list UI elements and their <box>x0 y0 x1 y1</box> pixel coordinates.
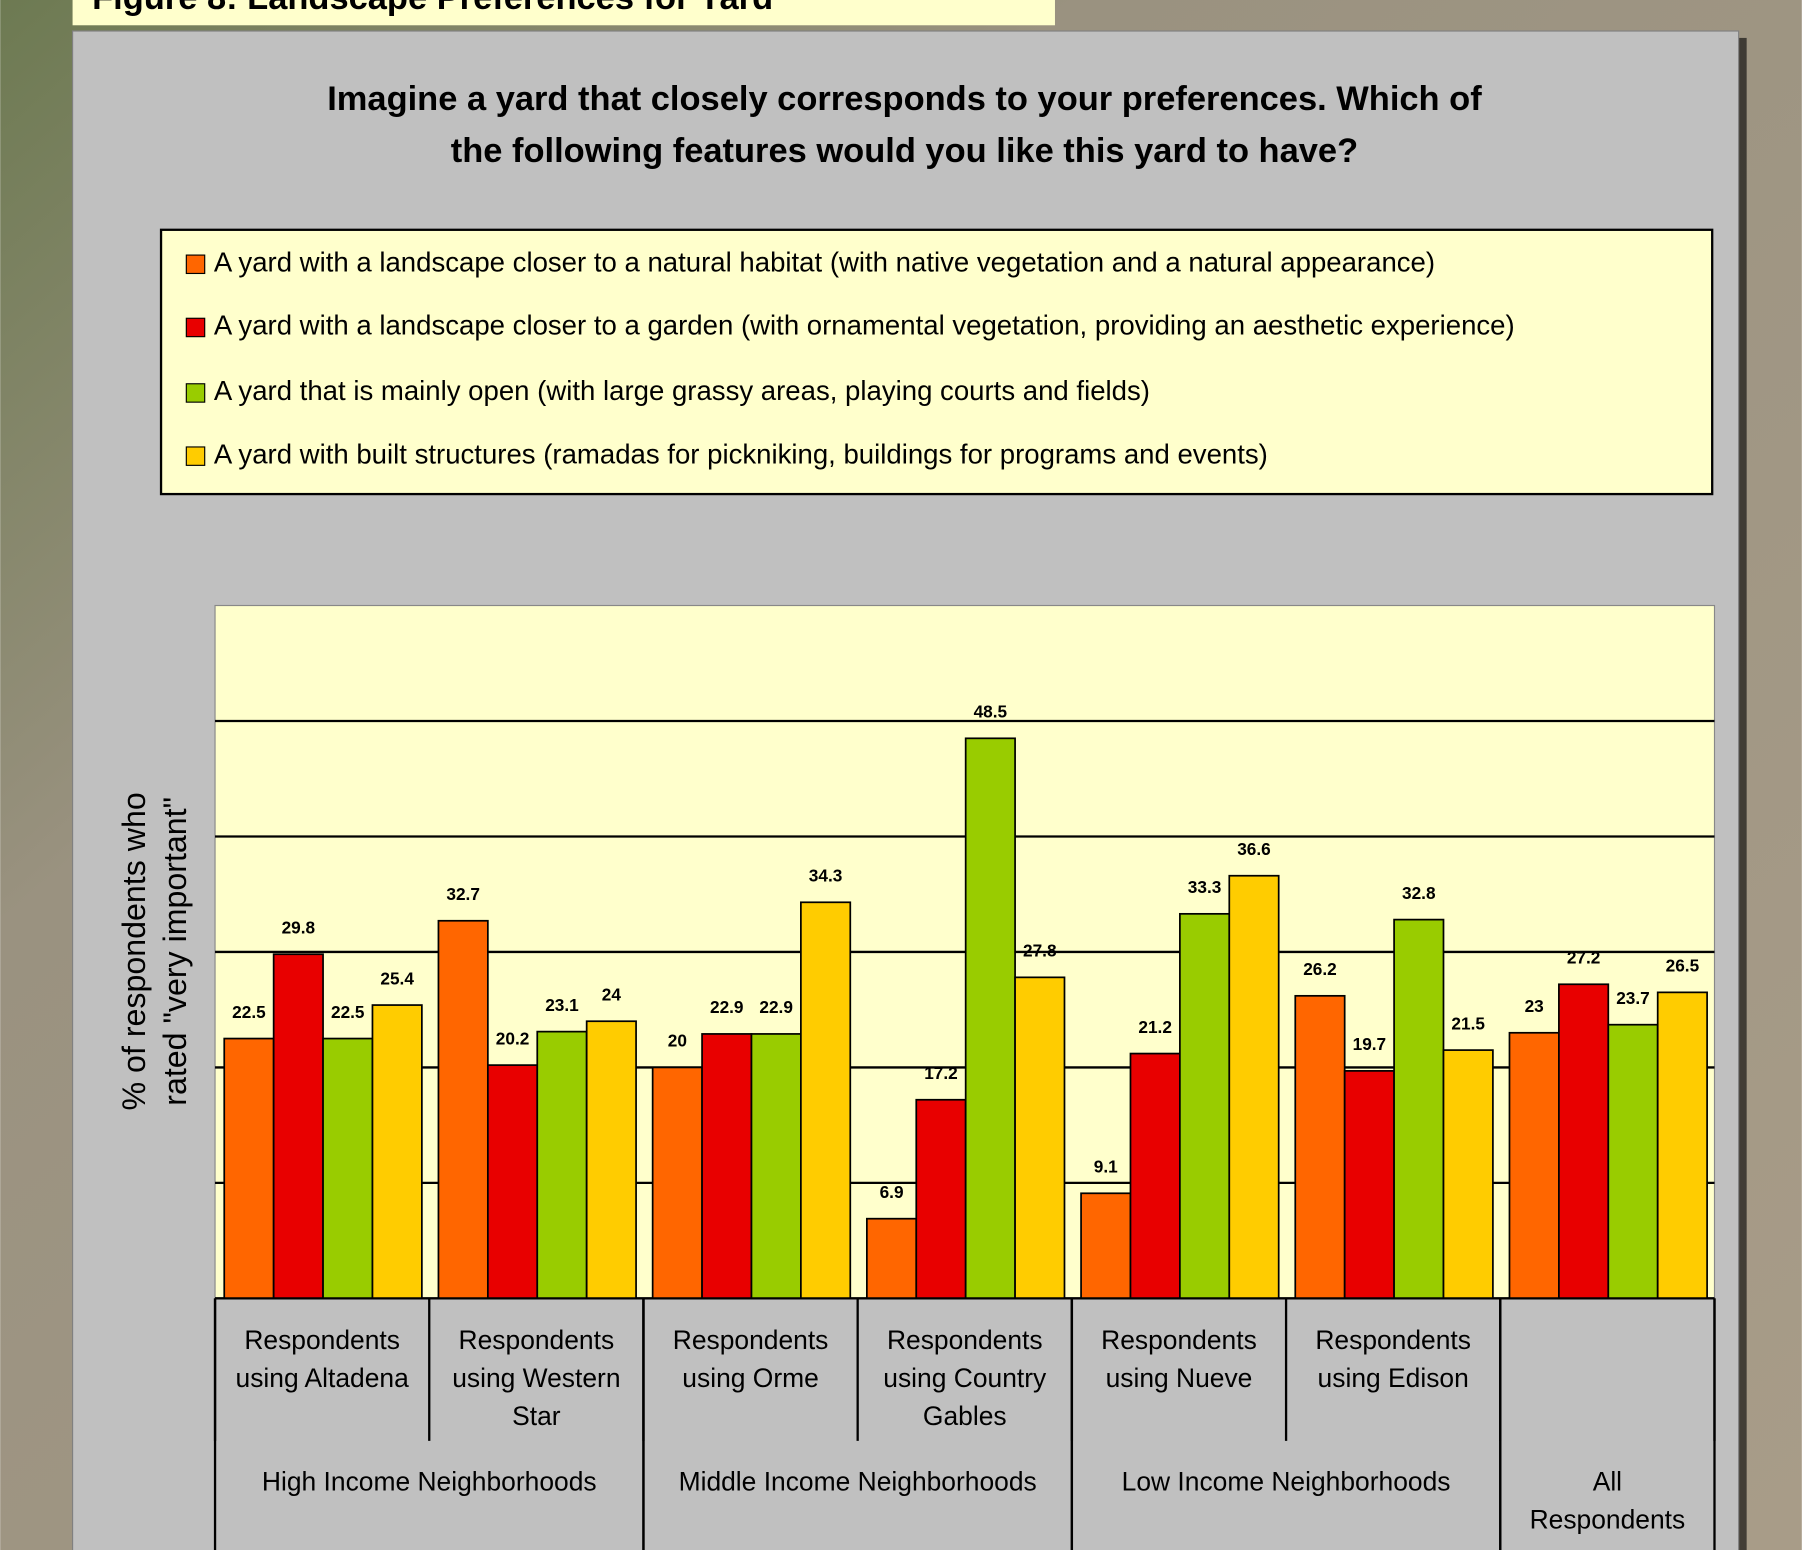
legend-label: A yard that is mainly open (with large g… <box>214 375 1150 406</box>
bar <box>865 1217 918 1300</box>
bar <box>1393 918 1445 1300</box>
y-axis-label: % of respondents who rated "very importan… <box>115 792 192 1110</box>
bar <box>1508 1031 1560 1300</box>
x-tick-label: Respondents using Orme <box>673 1325 829 1393</box>
bar <box>1179 912 1231 1300</box>
value-label: 22.9 <box>759 997 793 1017</box>
bar <box>1080 1192 1132 1300</box>
bar <box>651 1066 703 1300</box>
value-label: 36.6 <box>1237 839 1271 859</box>
bar <box>223 1037 275 1300</box>
bar <box>536 1030 588 1300</box>
bar <box>750 1033 802 1300</box>
value-label: 22.5 <box>232 1002 266 1022</box>
group-label: Low Income Neighborhoods <box>1122 1466 1451 1496</box>
value-label: 23 <box>1525 996 1544 1016</box>
value-label: 22.9 <box>710 997 744 1017</box>
bar <box>915 1098 967 1300</box>
bar <box>585 1020 637 1300</box>
value-label: 22.5 <box>331 1002 365 1022</box>
chart-title: Figure 8: Landscape Preferences for Yard <box>92 0 773 17</box>
bar <box>437 919 489 1300</box>
value-label: 27.8 <box>1023 941 1057 961</box>
value-label: 20 <box>668 1031 687 1051</box>
bar <box>1343 1070 1395 1300</box>
x-tick-label: Respondents using Edison <box>1315 1325 1471 1393</box>
legend-swatch <box>185 254 206 275</box>
value-label: 6.9 <box>880 1182 904 1202</box>
legend-label: A yard with a landscape closer to a gard… <box>214 310 1515 341</box>
value-label: 24 <box>602 984 622 1004</box>
value-label: 26.2 <box>1303 959 1337 979</box>
group-label: Middle Income Neighborhoods <box>679 1466 1037 1496</box>
bar <box>1656 991 1708 1300</box>
value-label: 20.2 <box>496 1028 530 1048</box>
value-label: 9.1 <box>1094 1157 1118 1177</box>
value-label: 25.4 <box>380 968 414 988</box>
group-label: All Respondents <box>1530 1466 1686 1534</box>
value-label: 19.7 <box>1353 1034 1387 1054</box>
legend-swatch <box>185 317 206 338</box>
value-label: 29.8 <box>282 918 316 938</box>
bar <box>1014 976 1066 1300</box>
legend-box <box>159 228 1714 496</box>
legend-swatch <box>185 446 206 466</box>
bar <box>322 1037 374 1300</box>
bar <box>964 737 1016 1300</box>
value-label: 21.2 <box>1138 1017 1172 1037</box>
legend-label: A yard with a landscape closer to a natu… <box>214 247 1435 278</box>
title-box <box>72 0 1055 26</box>
x-tick-label: Respondents using Country Gables <box>883 1325 1047 1431</box>
bar <box>1294 994 1346 1300</box>
group-label: High Income Neighborhoods <box>262 1466 597 1496</box>
value-label: 17.2 <box>924 1063 958 1083</box>
legend-label: A yard with built structures (ramadas fo… <box>214 438 1268 469</box>
bar <box>371 1004 423 1300</box>
bar <box>1228 874 1280 1300</box>
x-tick-label: Respondents using Altadena <box>236 1325 410 1393</box>
value-label: 48.5 <box>974 702 1008 722</box>
bar <box>1558 983 1610 1300</box>
x-tick-label: Respondents using Nueve <box>1101 1325 1257 1393</box>
legend-swatch <box>185 383 206 403</box>
subtitle: Imagine a yard that closely corresponds … <box>327 80 1482 170</box>
value-label: 26.5 <box>1666 956 1700 976</box>
value-label: 23.1 <box>545 995 579 1015</box>
x-tick-label: Respondents using Western Star <box>452 1325 620 1431</box>
bar <box>272 953 324 1300</box>
value-label: 27.2 <box>1567 948 1601 968</box>
value-label: 33.3 <box>1188 877 1222 897</box>
bar <box>486 1064 539 1300</box>
value-label: 34.3 <box>809 866 843 886</box>
value-label: 32.7 <box>446 884 480 904</box>
bar <box>701 1033 753 1300</box>
bar <box>1607 1023 1659 1300</box>
bar <box>1129 1052 1181 1300</box>
bar <box>800 901 852 1300</box>
value-label: 23.7 <box>1616 988 1650 1008</box>
value-label: 21.5 <box>1451 1013 1485 1033</box>
value-label: 32.8 <box>1402 883 1436 903</box>
bar <box>1442 1049 1494 1300</box>
